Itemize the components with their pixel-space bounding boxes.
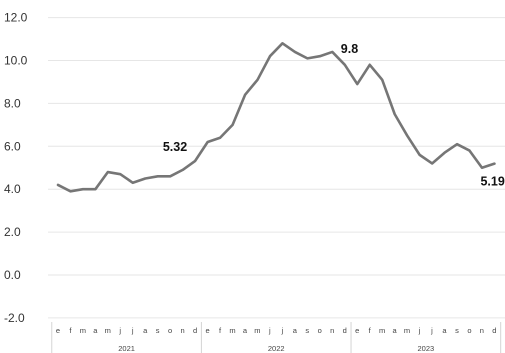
- x-tick-label: j: [131, 326, 134, 335]
- x-tick-label: n: [480, 326, 484, 335]
- data-point: [281, 42, 283, 44]
- data-point: [493, 162, 495, 164]
- data-point: [456, 143, 458, 145]
- x-tick-label: a: [393, 326, 398, 335]
- x-tick-label: d: [193, 326, 197, 335]
- x-tick-label: o: [467, 326, 471, 335]
- data-point: [219, 137, 221, 139]
- data-point: [481, 167, 483, 169]
- x-tick-label: s: [455, 326, 459, 335]
- data-point: [406, 134, 408, 136]
- series-layer: [56, 42, 496, 193]
- x-tick-label: e: [355, 326, 359, 335]
- x-tick-label: d: [492, 326, 496, 335]
- grid-layer: [48, 17, 505, 319]
- data-point: [231, 124, 233, 126]
- x-tick-label: o: [168, 326, 172, 335]
- data-point: [194, 160, 196, 162]
- x-tick-label: m: [254, 326, 260, 335]
- data-point: [182, 169, 184, 171]
- y-tick-label: 2.0: [4, 225, 21, 239]
- data-point: [393, 113, 395, 115]
- x-tick-label: a: [93, 326, 98, 335]
- y-tick-label: 4.0: [4, 182, 21, 196]
- x-tick-label: e: [205, 326, 209, 335]
- data-point: [57, 184, 59, 186]
- x-tick-label: a: [243, 326, 248, 335]
- x-tick-label: m: [404, 326, 410, 335]
- data-label: 5.32: [163, 140, 187, 154]
- x-tick-label: m: [80, 326, 86, 335]
- year-label: 2022: [268, 344, 285, 353]
- data-labels: 5.32 9.8 5.19: [163, 42, 505, 189]
- x-tick-label: s: [156, 326, 160, 335]
- x-tick-label: f: [69, 326, 72, 335]
- data-point: [69, 190, 71, 192]
- data-point: [119, 173, 121, 175]
- x-tick-label: m: [105, 326, 111, 335]
- x-tick-label: f: [369, 326, 372, 335]
- x-tick-label: j: [430, 326, 433, 335]
- series-line: [56, 42, 496, 193]
- x-tick-label: a: [442, 326, 447, 335]
- x-tick-label: j: [268, 326, 271, 335]
- x-tick-label: o: [318, 326, 322, 335]
- data-point: [169, 175, 171, 177]
- data-point: [206, 141, 208, 143]
- x-tick-label: d: [343, 326, 347, 335]
- y-tick-label: 0.0: [4, 268, 21, 282]
- data-point: [94, 188, 96, 190]
- x-tick-label: a: [143, 326, 148, 335]
- x-tick-label: j: [281, 326, 284, 335]
- data-point: [294, 51, 296, 53]
- data-point: [144, 177, 146, 179]
- data-point: [306, 57, 308, 59]
- data-point: [157, 175, 159, 177]
- data-point: [356, 83, 358, 85]
- data-label: 9.8: [341, 42, 358, 56]
- y-tick-label: 8.0: [4, 96, 21, 110]
- x-tick-label: m: [229, 326, 235, 335]
- data-point: [82, 188, 84, 190]
- year-label: 2021: [118, 344, 135, 353]
- x-tick-label: j: [118, 326, 121, 335]
- data-label: 5.19: [480, 175, 504, 189]
- x-tick-label: a: [293, 326, 298, 335]
- data-point: [107, 171, 109, 173]
- y-tick-label: 12.0: [4, 11, 28, 25]
- data-point: [443, 152, 445, 154]
- y-tick-label: 10.0: [4, 54, 28, 68]
- data-point: [418, 154, 420, 156]
- x-tick-label: s: [305, 326, 309, 335]
- data-point: [344, 64, 346, 66]
- x-tick-label: m: [379, 326, 385, 335]
- data-point: [381, 79, 383, 81]
- data-point: [331, 51, 333, 53]
- x-tick-label: j: [418, 326, 421, 335]
- data-point: [132, 182, 134, 184]
- data-point: [256, 79, 258, 81]
- data-point: [468, 149, 470, 151]
- y-axis-ticks: -2.0 0.0 2.0 4.0 6.0 8.0 10.0 12.0: [4, 11, 28, 325]
- data-point: [369, 64, 371, 66]
- x-tick-label: n: [330, 326, 334, 335]
- data-point: [244, 94, 246, 96]
- y-tick-label: -2.0: [4, 311, 25, 325]
- y-tick-label: 6.0: [4, 139, 21, 153]
- data-point: [319, 55, 321, 57]
- x-tick-label: f: [219, 326, 222, 335]
- data-point: [269, 55, 271, 57]
- data-point: [431, 162, 433, 164]
- x-tick-label: e: [56, 326, 60, 335]
- x-tick-label: n: [181, 326, 185, 335]
- year-label: 2023: [418, 344, 435, 353]
